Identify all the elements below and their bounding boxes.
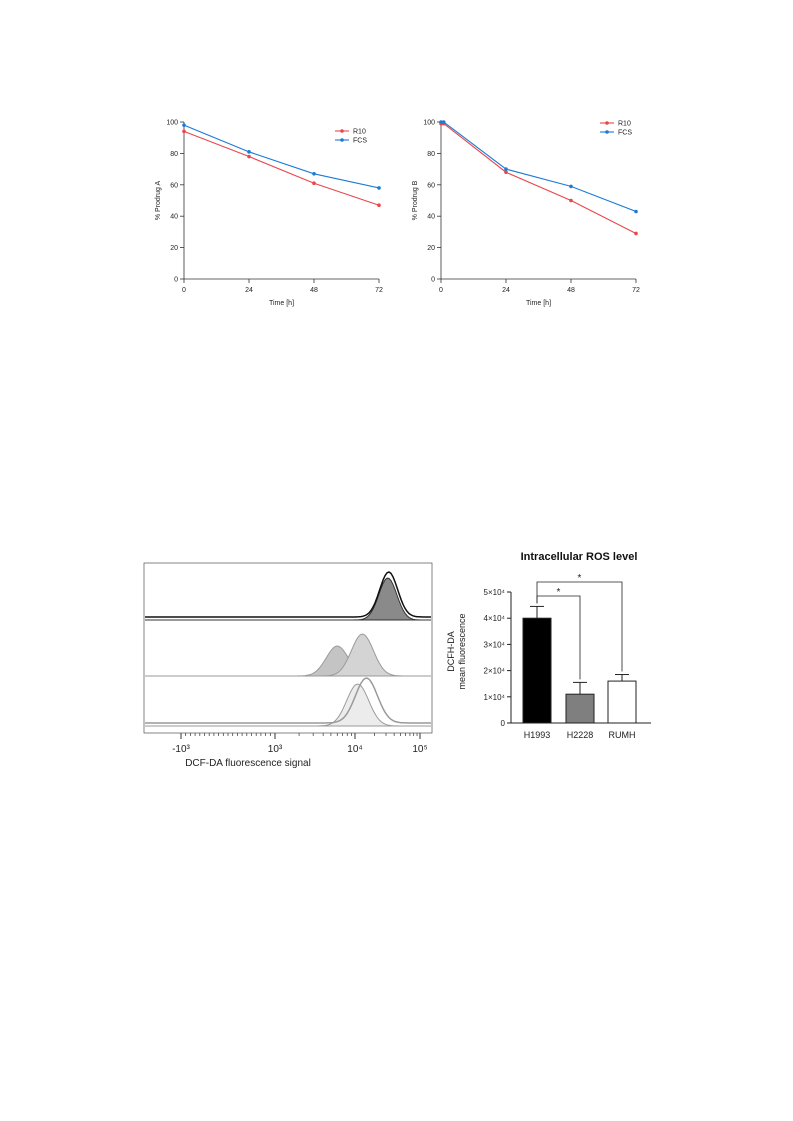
y-axis-label: % Prodrug B <box>412 180 419 220</box>
y-axis-label: % Prodrug A <box>155 181 162 221</box>
x-tick-label: 24 <box>245 287 253 294</box>
x-tick-label: RUMH <box>609 730 636 740</box>
series-line-fcs <box>183 124 380 189</box>
data-point-r10 <box>504 170 508 175</box>
data-point-fcs <box>439 120 443 124</box>
series-line-r10 <box>441 123 637 234</box>
histogram-open-peak <box>145 571 431 618</box>
legend-swatch-marker <box>605 130 609 134</box>
data-point-r10 <box>312 181 316 186</box>
significance-bracket <box>536 581 623 672</box>
y-tick-label: 80 <box>170 151 178 158</box>
legend-swatch-marker <box>340 129 344 133</box>
legend-label: FCS <box>353 138 367 145</box>
data-point-fcs <box>634 209 638 214</box>
histogram-filled-peak <box>145 683 431 727</box>
data-point-r10 <box>377 203 381 208</box>
x-tick-label: 24 <box>502 287 510 294</box>
x-tick-label: 0 <box>182 287 186 294</box>
series-line-r10 <box>183 130 380 206</box>
histogram-filled-peak <box>145 577 431 621</box>
data-point-r10 <box>569 198 573 203</box>
y-tick-label: 3×10⁴ <box>484 640 506 649</box>
histogram-open-peak <box>145 677 431 724</box>
series-line-fcs <box>441 121 637 213</box>
significance-star: * <box>557 587 561 598</box>
data-point-fcs <box>441 120 446 124</box>
data-point-r10 <box>634 231 638 236</box>
x-tick-label: H2228 <box>567 730 594 740</box>
bar-rumh <box>607 680 637 724</box>
y-tick-label: 20 <box>170 245 178 252</box>
x-tick-label: 72 <box>375 287 383 294</box>
y-axis-label-line: mean fluorescence <box>457 613 467 689</box>
chart-title: Intracellular ROS level <box>521 551 638 563</box>
ros-bar-chart: Intracellular ROS level 0 1×10⁴ 2×10⁴ 3×10⁴ 4… <box>446 551 651 740</box>
data-point-fcs <box>504 167 508 171</box>
legend-swatch-marker <box>340 138 344 142</box>
x-tick-label: 10⁴ <box>347 744 362 755</box>
bar-h2228 <box>565 693 595 724</box>
y-tick-label: 60 <box>427 182 435 189</box>
y-tick-label: 100 <box>423 120 435 127</box>
y-axis-label-line: DCFH-DA <box>446 631 456 672</box>
x-tick-label: 72 <box>632 287 640 294</box>
data-point-r10 <box>247 154 251 159</box>
x-axis-label: Time [h] <box>269 300 294 307</box>
legend-label: R10 <box>618 121 631 128</box>
x-axis-label: Time [h] <box>526 300 551 307</box>
data-point-fcs <box>569 184 573 189</box>
y-tick-label: 100 <box>166 120 178 127</box>
x-axis-label: DCF-DA fluorescence signal <box>185 758 311 769</box>
y-tick-label: 1×10⁴ <box>484 693 506 702</box>
data-point-fcs <box>312 172 316 176</box>
y-tick-label: 40 <box>170 214 178 221</box>
prodrug-a-line-chart: 0 20 40 60 80 100 0 24 48 72 Time [h] % Prodrug A R1… <box>155 120 383 308</box>
flow-cytometry-histogram: -10³ 10³ 10⁴ 10⁵ DCF-DA fluorescence signal <box>143 562 433 769</box>
prodrug-b-line-chart: 0 20 40 60 80 100 0 24 48 72 Time [h] % Prodrug B R1… <box>412 120 640 308</box>
legend-label: FCS <box>618 130 632 137</box>
y-tick-label: 5×10⁴ <box>484 588 506 597</box>
histogram-filled-peak <box>145 633 431 677</box>
legend-swatch-marker <box>605 121 609 125</box>
y-tick-label: 80 <box>427 151 435 158</box>
y-tick-label: 0 <box>431 277 435 284</box>
y-tick-label: 60 <box>170 182 178 189</box>
histogram-frame <box>143 562 433 734</box>
x-tick-label: H1993 <box>524 730 551 740</box>
legend-label: R10 <box>353 129 366 136</box>
y-tick-label: 20 <box>427 245 435 252</box>
x-tick-label: -10³ <box>172 744 190 755</box>
histogram-filled-peak <box>145 645 431 677</box>
x-tick-label: 10³ <box>268 744 283 755</box>
y-tick-label: 0 <box>501 719 506 728</box>
y-tick-label: 2×10⁴ <box>484 667 506 676</box>
data-point-r10 <box>182 129 186 134</box>
data-point-fcs <box>377 186 381 190</box>
data-point-fcs <box>182 123 186 127</box>
x-tick-label: 10⁵ <box>412 744 427 755</box>
y-tick-label: 40 <box>427 214 435 221</box>
y-tick-label: 4×10⁴ <box>484 614 506 623</box>
significance-star: * <box>578 573 582 584</box>
x-tick-label: 48 <box>567 287 575 294</box>
y-tick-label: 0 <box>174 277 178 284</box>
bar-h1993 <box>522 617 552 724</box>
x-tick-label: 0 <box>439 287 443 294</box>
data-point-fcs <box>247 150 251 154</box>
x-tick-label: 48 <box>310 287 318 294</box>
